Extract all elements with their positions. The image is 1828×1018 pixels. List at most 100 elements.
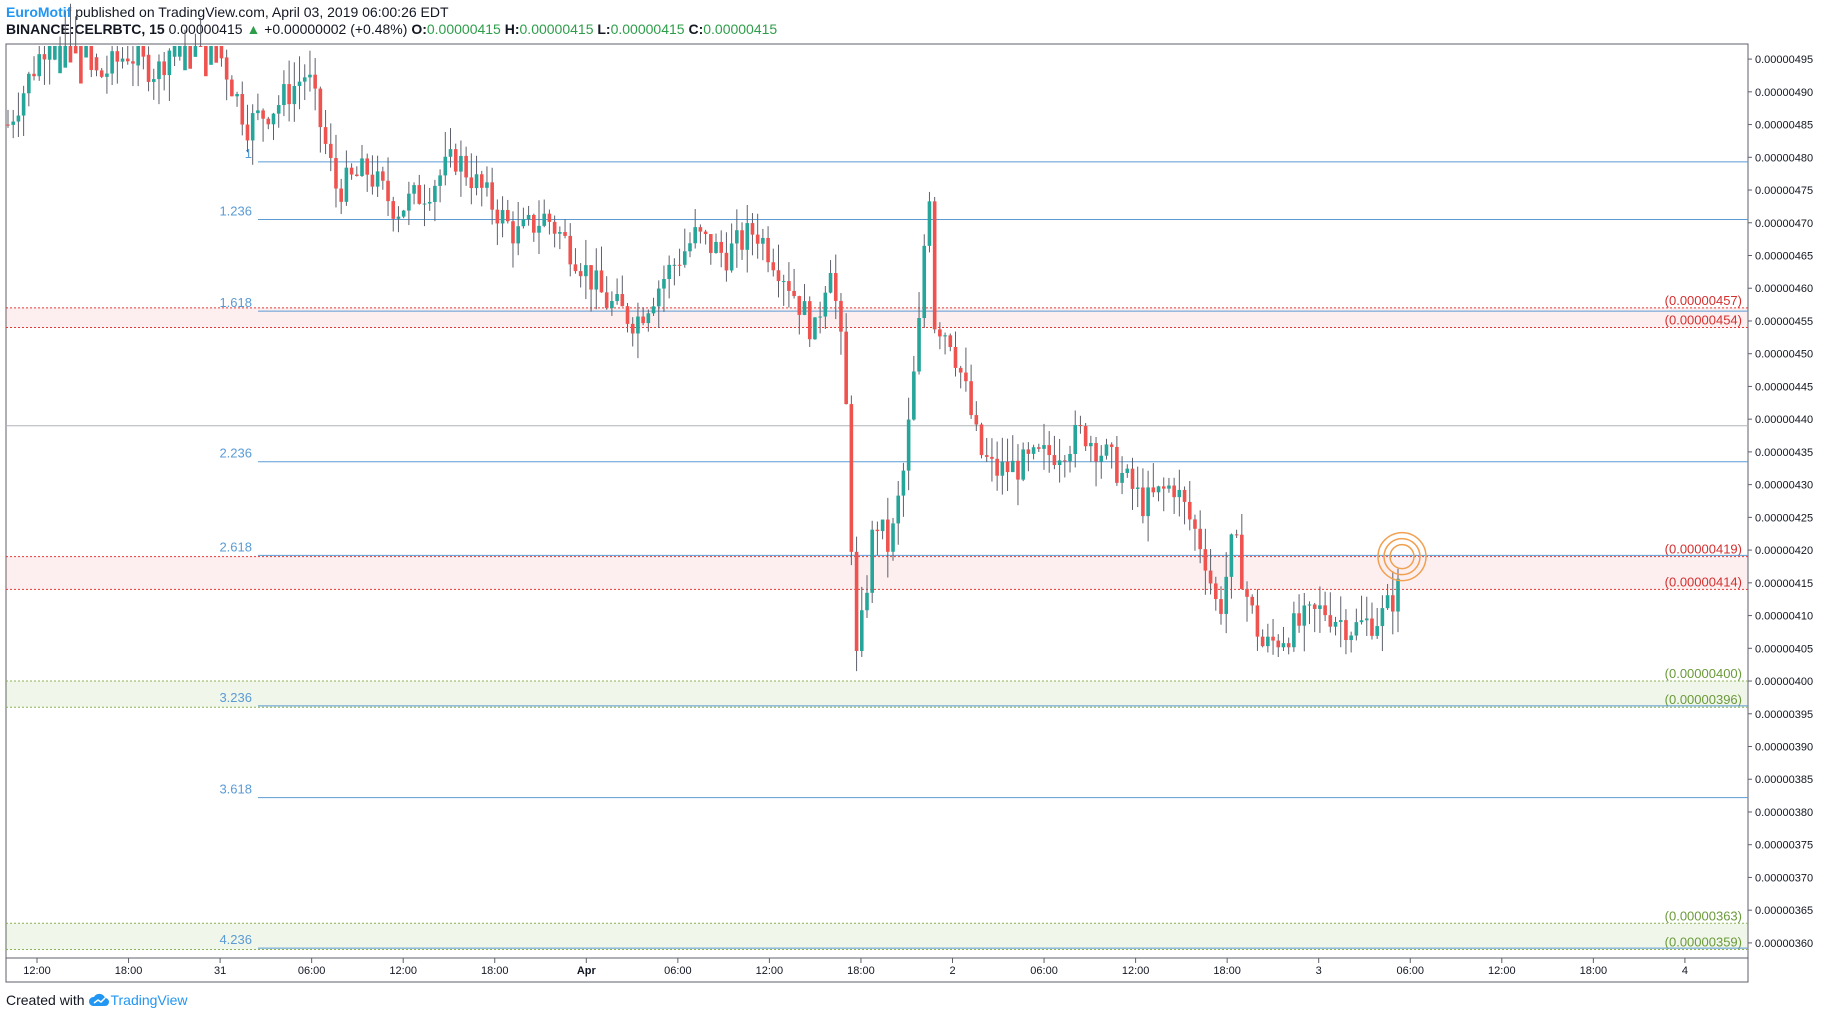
candle-up xyxy=(63,46,68,68)
price-axis[interactable]: 0.00000495 0.00000490 0.00000485 0.00000480… xyxy=(1748,54,1813,950)
candles-layer xyxy=(6,3,1400,672)
candle-down xyxy=(141,46,146,57)
candle-up xyxy=(761,237,765,244)
candle-up xyxy=(1135,487,1140,489)
candle-down xyxy=(839,300,843,332)
price-tick-label: 0.00000425 xyxy=(1755,512,1813,524)
time-axis[interactable]: 12:00 18:00 31 06:00 12:00 18:00 Apr 06:00 12:00… xyxy=(23,958,1688,977)
price-tick-label: 0.00000450 xyxy=(1755,349,1813,361)
candle-up xyxy=(615,294,619,302)
candle-up xyxy=(396,216,401,219)
candle-up xyxy=(151,79,156,82)
candle-down xyxy=(1390,595,1395,612)
candle-down xyxy=(479,174,484,188)
price-tick-label: 0.00000370 xyxy=(1755,872,1813,884)
candle-down xyxy=(1052,455,1057,466)
candle-down xyxy=(750,223,755,235)
candle-up xyxy=(745,223,750,250)
candle-down xyxy=(953,346,958,368)
candle-down xyxy=(453,149,458,172)
time-tick-label: 06:00 xyxy=(664,965,692,977)
candle-up xyxy=(183,46,187,71)
candle-up xyxy=(662,279,666,289)
tradingview-logo-icon[interactable] xyxy=(88,993,110,1011)
price-tick-label: 0.00000405 xyxy=(1755,643,1813,655)
candle-up xyxy=(1385,595,1390,609)
candle-down xyxy=(709,234,713,253)
price-tick-label: 0.00000435 xyxy=(1755,447,1813,459)
candle-down xyxy=(469,177,474,189)
candle-up xyxy=(813,317,817,340)
last-price: 0.00000415 xyxy=(168,21,243,37)
target-ring-1 xyxy=(1383,537,1421,576)
candle-up xyxy=(1307,604,1312,606)
symbol-legend: BINANCE:CELRBTC, 15 0.00000415 ▲ +0.0000… xyxy=(6,21,777,38)
candle-up xyxy=(292,86,297,105)
candle-down xyxy=(1328,615,1333,627)
time-tick-label: 18:00 xyxy=(847,965,875,977)
candle-down xyxy=(386,180,390,202)
candle-up xyxy=(172,46,177,57)
candle-up xyxy=(276,105,281,114)
candle-down xyxy=(1083,426,1088,447)
candle-up xyxy=(1302,605,1307,626)
candle-up xyxy=(901,470,906,496)
time-tick-label: 31 xyxy=(214,965,226,977)
candle-up xyxy=(1042,445,1046,449)
candle-down xyxy=(495,209,500,224)
candle-up xyxy=(526,214,531,220)
candle-down xyxy=(73,46,78,54)
zones-layer: (0.00000457) (0.00000454) (0.00000419) (0.0… xyxy=(6,293,1748,950)
author-link[interactable]: EuroMotif xyxy=(6,4,72,20)
candle-down xyxy=(79,46,83,84)
candle-down xyxy=(964,372,968,382)
candle-up xyxy=(891,523,895,552)
candle-down xyxy=(1203,549,1208,571)
candle-up xyxy=(110,51,114,74)
candle-up xyxy=(1104,444,1109,456)
candle-down xyxy=(490,182,494,210)
candle-down xyxy=(355,174,359,176)
publish-text: published on TradingView.com, April 03, … xyxy=(71,4,449,20)
candle-down xyxy=(391,201,396,219)
candle-down xyxy=(604,292,609,309)
time-tick-label: 3 xyxy=(1316,965,1322,977)
candle-down xyxy=(318,88,323,128)
candle-up xyxy=(27,73,31,94)
zone-resistance-0 xyxy=(6,307,1748,328)
candle-down xyxy=(620,294,625,307)
candle-up xyxy=(209,46,213,65)
candle-down xyxy=(1219,599,1223,614)
candle-down xyxy=(68,46,73,63)
candle-up xyxy=(1156,486,1161,493)
candle-up xyxy=(167,50,172,76)
candle-down xyxy=(146,54,151,82)
candle-down xyxy=(323,127,328,144)
candle-down xyxy=(339,188,343,202)
time-tick-label: 4 xyxy=(1682,965,1688,977)
candle-down xyxy=(787,281,791,291)
candle-up xyxy=(1167,485,1171,489)
time-tick-label: 12:00 xyxy=(23,965,51,977)
candle-down xyxy=(1130,468,1135,489)
symbol-name[interactable]: BINANCE:CELRBTC, 15 xyxy=(6,21,165,37)
time-tick-label: 12:00 xyxy=(1488,965,1516,977)
candle-down xyxy=(125,58,130,62)
candle-up xyxy=(870,529,874,593)
candle-down xyxy=(1047,445,1051,456)
time-tick-label: 2 xyxy=(949,965,955,977)
candle-up xyxy=(1333,621,1338,627)
tradingview-brand[interactable]: TradingView xyxy=(110,992,188,1008)
candle-down xyxy=(230,79,234,97)
candle-down xyxy=(573,264,578,272)
candle-up xyxy=(1120,472,1124,483)
candle-down xyxy=(204,46,208,77)
candle-up xyxy=(1338,620,1343,622)
candle-up xyxy=(1292,613,1296,648)
candle-down xyxy=(99,70,104,77)
candle-down xyxy=(1271,636,1275,641)
price-tick-label: 0.00000395 xyxy=(1755,709,1813,721)
candle-up xyxy=(1146,487,1150,517)
candle-down xyxy=(1161,486,1166,489)
